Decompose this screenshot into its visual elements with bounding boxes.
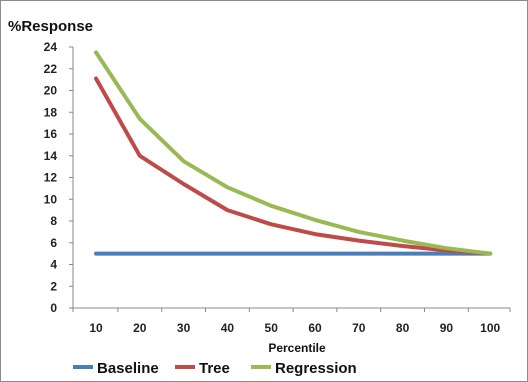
y-tick-label: 24 bbox=[44, 40, 58, 54]
series-lines bbox=[94, 50, 493, 256]
series-line-regression bbox=[94, 50, 493, 256]
y-tick-label: 18 bbox=[44, 105, 58, 119]
x-tick-label: 10 bbox=[89, 321, 103, 335]
legend-label-regression: Regression bbox=[275, 360, 357, 377]
x-tick-label: 70 bbox=[352, 321, 366, 335]
x-axis-title: Percentile bbox=[268, 341, 326, 355]
y-axis-title: %Response bbox=[8, 18, 93, 35]
axes bbox=[69, 46, 511, 312]
x-tick-label: 60 bbox=[308, 321, 322, 335]
x-tick-label: 30 bbox=[177, 321, 191, 335]
x-tick-label: 40 bbox=[221, 321, 235, 335]
x-tick-label: 50 bbox=[265, 321, 279, 335]
legend: Baseline Tree Regression bbox=[73, 360, 357, 377]
y-tick-label: 2 bbox=[50, 279, 57, 293]
y-tick-label: 22 bbox=[44, 62, 58, 76]
y-tick-label: 12 bbox=[44, 171, 58, 185]
legend-label-tree: Tree bbox=[199, 360, 230, 377]
y-tick-label: 6 bbox=[50, 236, 57, 250]
x-tick-label: 80 bbox=[396, 321, 410, 335]
series-line-tree bbox=[94, 76, 493, 256]
y-tick-label: 16 bbox=[44, 127, 58, 141]
y-tick-label: 10 bbox=[44, 192, 58, 206]
y-tick-label: 20 bbox=[44, 84, 58, 98]
legend-label-baseline: Baseline bbox=[97, 360, 159, 377]
y-tick-label: 8 bbox=[50, 214, 57, 228]
y-tick-label: 0 bbox=[50, 301, 57, 315]
y-tick-label: 4 bbox=[50, 258, 57, 272]
x-tick-label: 20 bbox=[133, 321, 147, 335]
x-tick-label: 90 bbox=[440, 321, 454, 335]
y-tick-label: 14 bbox=[44, 149, 58, 163]
x-tick-labels: 10 20 30 40 50 60 70 80 90 100 bbox=[89, 321, 500, 335]
x-tick-label: 100 bbox=[480, 321, 500, 335]
